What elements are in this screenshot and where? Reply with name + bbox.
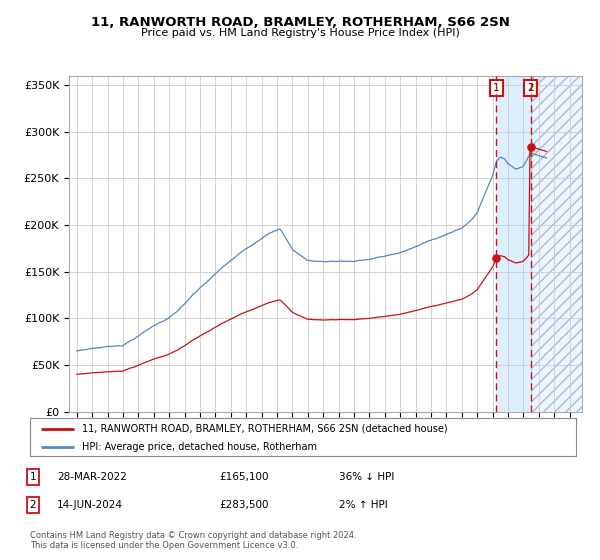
Text: 2: 2 [29, 500, 37, 510]
Text: 1: 1 [29, 472, 37, 482]
Point [526, 143, 535, 152]
Text: HPI: Average price, detached house, Rotherham: HPI: Average price, detached house, Roth… [82, 442, 317, 452]
Bar [530, 76, 582, 412]
Text: 2% ↑ HPI: 2% ↑ HPI [339, 500, 388, 510]
Text: Price paid vs. HM Land Registry's House Price Index (HPI): Price paid vs. HM Land Registry's House … [140, 28, 460, 38]
Text: £283,500: £283,500 [219, 500, 269, 510]
Text: 11, RANWORTH ROAD, BRAMLEY, ROTHERHAM, S66 2SN: 11, RANWORTH ROAD, BRAMLEY, ROTHERHAM, S… [91, 16, 509, 29]
Text: Contains HM Land Registry data © Crown copyright and database right 2024.
This d: Contains HM Land Registry data © Crown c… [30, 531, 356, 550]
Text: 2: 2 [527, 83, 534, 93]
Text: 1: 1 [493, 83, 500, 93]
Text: 11, RANWORTH ROAD, BRAMLEY, ROTHERHAM, S66 2SN (detached house): 11, RANWORTH ROAD, BRAMLEY, ROTHERHAM, S… [82, 423, 448, 433]
Bar [496, 76, 530, 412]
Text: 36% ↓ HPI: 36% ↓ HPI [339, 472, 394, 482]
Bar [530, 76, 582, 412]
Text: 14-JUN-2024: 14-JUN-2024 [57, 500, 123, 510]
Text: 28-MAR-2022: 28-MAR-2022 [57, 472, 127, 482]
Point [491, 253, 501, 262]
Text: £165,100: £165,100 [219, 472, 269, 482]
